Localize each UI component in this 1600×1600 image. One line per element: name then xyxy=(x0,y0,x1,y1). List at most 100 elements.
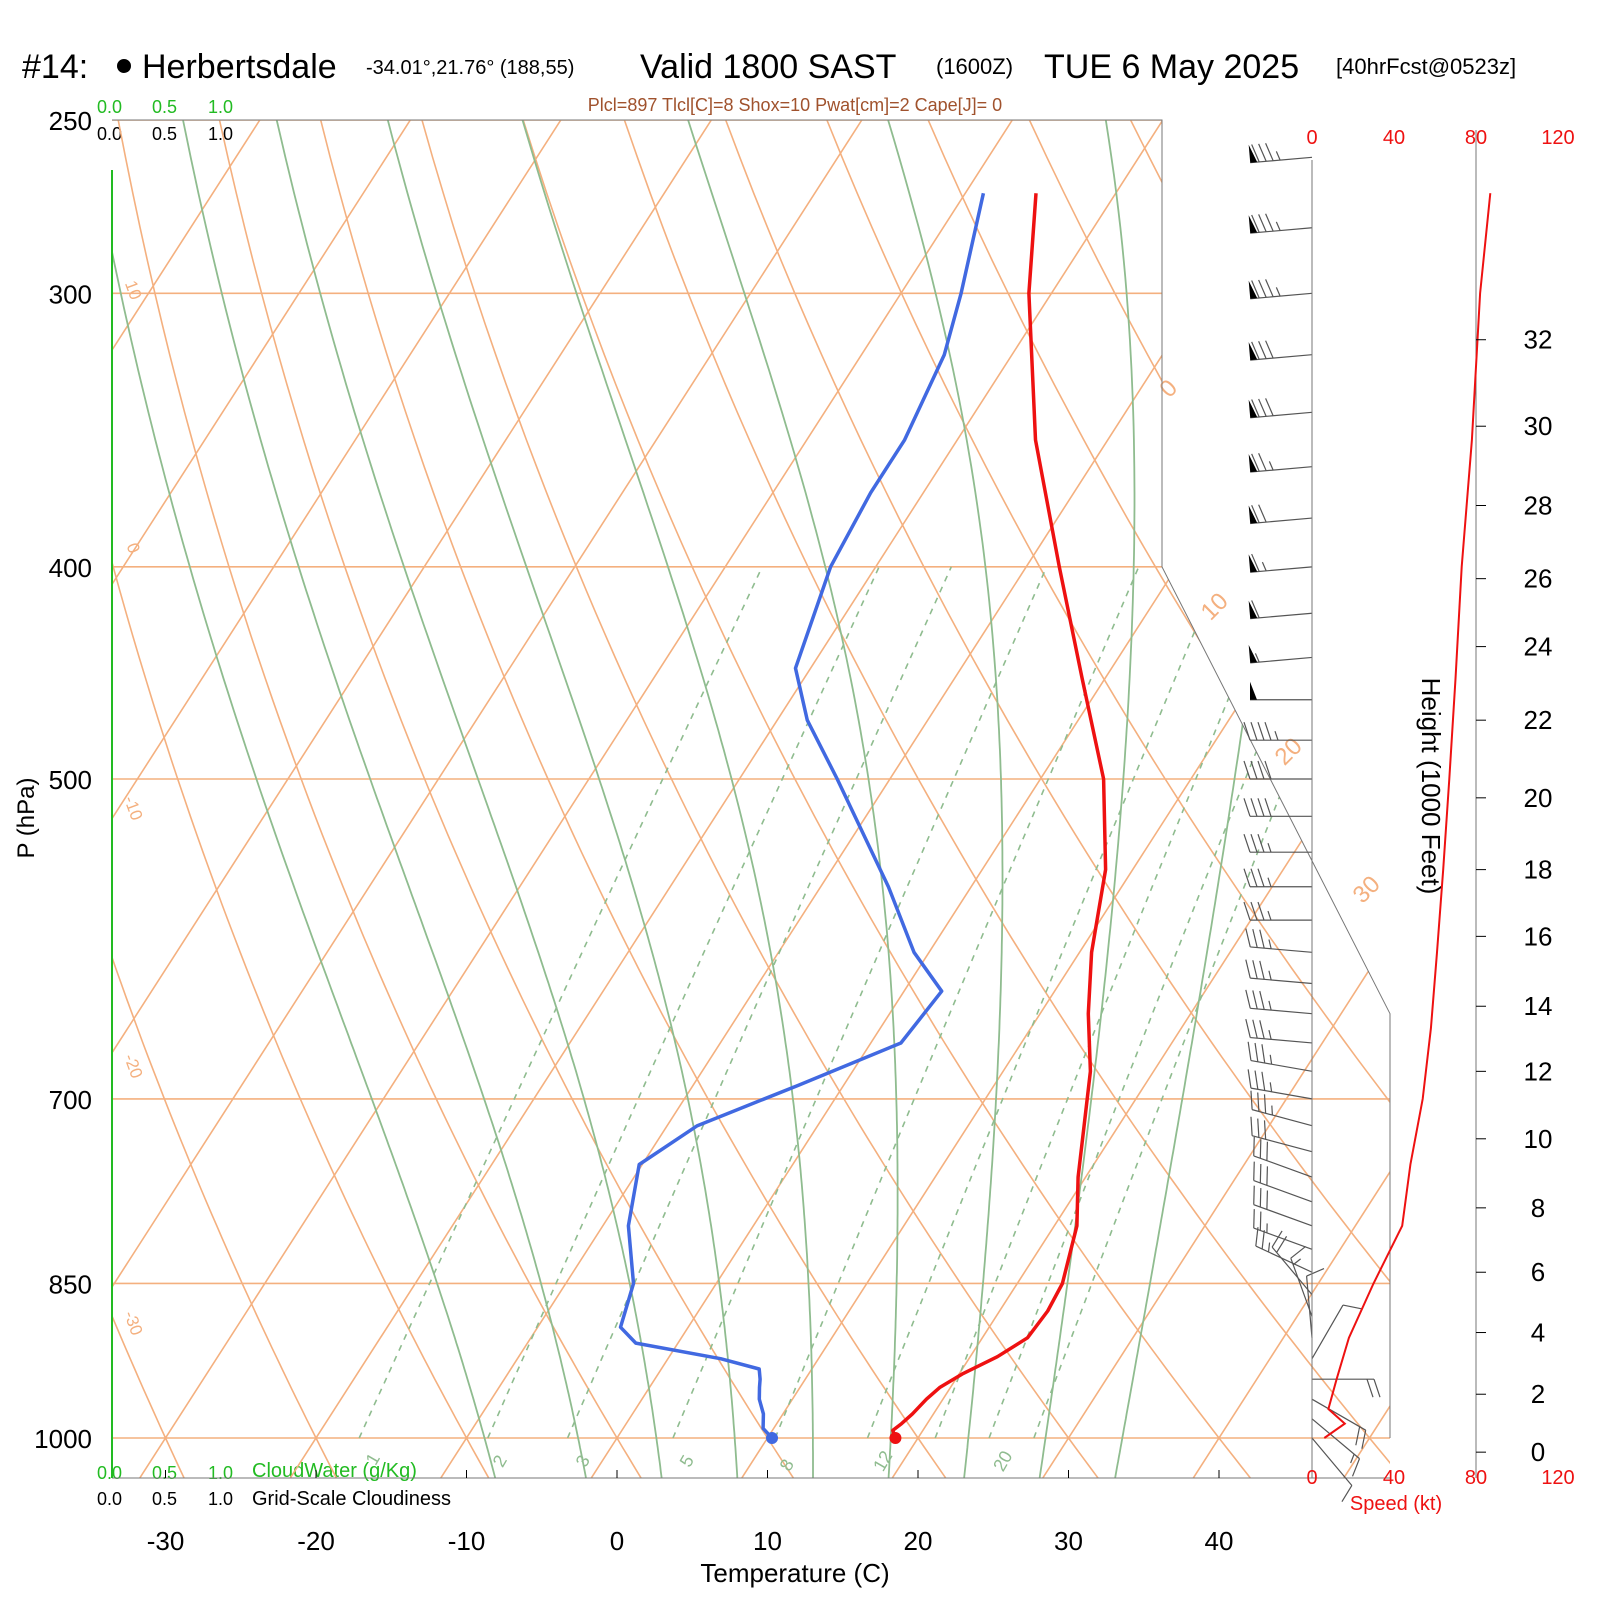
wind-barb-staff xyxy=(1311,1398,1366,1431)
valid-zulu: (1600Z) xyxy=(936,54,1013,79)
cloudwater-bottom-2: 1.0 xyxy=(208,1463,233,1483)
pressure-tick-label: 1000 xyxy=(34,1424,92,1454)
dry-adiabat-label: 10 xyxy=(1196,588,1234,626)
wind-barb-staff xyxy=(1250,466,1313,473)
isotherm-line xyxy=(285,120,1164,1478)
wind-barb-full xyxy=(1254,1042,1259,1062)
wind-barb-half xyxy=(1275,221,1281,231)
dry-adiabat-line xyxy=(927,120,1390,1478)
mixing-ratio-line xyxy=(487,566,880,1439)
wind-barb xyxy=(1243,901,1312,921)
wind-barb-full xyxy=(1251,600,1260,619)
wind-barb xyxy=(1248,340,1313,361)
wind-barb-staff xyxy=(1250,1087,1313,1100)
valid-time: Valid 1800 SAST xyxy=(640,48,896,86)
wind-barb xyxy=(1311,1418,1361,1477)
dry-adiabat-label: 10 xyxy=(121,278,145,302)
cloudwater-top-2: 1.0 xyxy=(208,97,233,117)
wind-barb-full xyxy=(1257,868,1265,887)
station-marker-icon xyxy=(117,59,131,73)
wind-barb-staff xyxy=(1311,1418,1360,1460)
x-tick-label: -30 xyxy=(147,1526,185,1556)
wind-speed-profile xyxy=(1323,193,1492,1439)
wind-barb-full xyxy=(1259,1020,1265,1039)
wind-barb xyxy=(1305,1267,1325,1338)
dry-adiabat-line xyxy=(1028,120,1390,1478)
wind-barb-half xyxy=(1267,1242,1271,1253)
wind-barb-full xyxy=(1252,1019,1258,1039)
wind-barb-full xyxy=(1259,1163,1262,1183)
pressure-tick-label: 850 xyxy=(49,1269,92,1299)
wind-barb-staff xyxy=(1250,612,1313,620)
wind-barb-full xyxy=(1261,1044,1266,1064)
wind-barb-flag xyxy=(1248,342,1258,361)
wind-barb-half xyxy=(1267,842,1272,853)
pressure-tick-label: 300 xyxy=(49,279,92,309)
wind-barb-full xyxy=(1266,1190,1269,1210)
cloudwater-top-1: 0.5 xyxy=(152,97,177,117)
wind-barb-staff xyxy=(1250,1036,1313,1044)
cloud-scale-bottom: 0.0 0.5 1.0 CloudWater (g/Kg) 0.0 0.5 1.… xyxy=(97,1460,451,1510)
cloudiness-top-2: 1.0 xyxy=(208,124,233,144)
wind-barb-half xyxy=(1269,1054,1273,1065)
wind-barb xyxy=(1250,1090,1313,1127)
dry-adiabat-line xyxy=(421,120,1104,1478)
header: #14: Herbertsdale -34.01°,21.76° (188,55… xyxy=(22,48,1516,115)
cloud-scale-top: 0.0 0.5 1.0 0.0 0.5 1.0 xyxy=(97,97,233,144)
moist-adiabat-line xyxy=(112,120,498,1478)
wind-barb-full xyxy=(1243,721,1251,741)
wind-barb-full xyxy=(1351,1458,1361,1477)
wind-barb-flag xyxy=(1248,554,1258,573)
wind-barb xyxy=(1253,1161,1313,1203)
wind-barb xyxy=(1243,721,1312,741)
x-tick-label: 10 xyxy=(753,1526,782,1556)
isotherm-line xyxy=(112,120,863,1478)
surface-dewpoint-marker xyxy=(766,1432,779,1444)
surface-temperature-marker xyxy=(889,1432,902,1444)
wind-barbs xyxy=(1243,143,1381,1502)
mixing-ratio-line xyxy=(866,566,1223,1439)
wind-barb-full xyxy=(1247,1069,1252,1089)
wind-barb-full xyxy=(1265,279,1274,297)
isotherm-line xyxy=(112,120,261,1478)
mixing-ratio-line xyxy=(358,566,763,1439)
isotherm-line xyxy=(1188,120,1390,1478)
wind-barb-staff xyxy=(1253,1227,1313,1250)
pressure-tick-label: 500 xyxy=(49,765,92,795)
wind-barb-full xyxy=(1265,213,1274,232)
wind-barb-full xyxy=(1243,901,1251,921)
wind-barb xyxy=(1248,553,1313,573)
height-tick-label: 8 xyxy=(1531,1193,1545,1223)
wind-barb-full xyxy=(1257,901,1265,921)
height-tick-label: 12 xyxy=(1524,1056,1553,1086)
wind-barb-half xyxy=(1267,877,1272,887)
cloudiness-bottom-0: 0.0 xyxy=(97,1489,122,1509)
wind-barb-full xyxy=(1251,453,1260,472)
cloudwater-bottom-0: 0.0 xyxy=(97,1463,122,1483)
wind-barb-staff xyxy=(1250,656,1313,664)
wind-barb xyxy=(1248,143,1313,164)
wind-barb-staff xyxy=(1251,1135,1313,1153)
wind-barb-full xyxy=(1361,1430,1367,1449)
forecast-info: [40hrFcst@0523z] xyxy=(1336,54,1516,79)
wind-barb-full xyxy=(1243,833,1251,853)
wind-barb-full xyxy=(1258,453,1267,471)
temperature-profile xyxy=(891,193,1108,1439)
mixing-ratio-line xyxy=(934,566,1284,1439)
dry-adiabat-line xyxy=(218,120,799,1478)
wind-barb-half xyxy=(1268,939,1272,949)
wind-barb-half xyxy=(1261,561,1267,572)
height-axis-label: Height (1000 Feet) xyxy=(1416,678,1446,895)
wind-barb-staff xyxy=(1250,1059,1313,1072)
wind-barb-full xyxy=(1306,1267,1325,1277)
wind-barb-full xyxy=(1259,929,1265,949)
wind-barb-full xyxy=(1250,1090,1253,1110)
wind-barb-full xyxy=(1252,960,1258,979)
cloudwater-label: CloudWater (g/Kg) xyxy=(252,1460,417,1482)
pressure-tick-label: 400 xyxy=(49,553,92,583)
wind-barb-full xyxy=(1250,1116,1253,1136)
moist-adiabat-line xyxy=(821,120,1004,1478)
wind-barb-staff xyxy=(1253,1155,1313,1178)
dewpoint-profile xyxy=(618,192,986,1440)
